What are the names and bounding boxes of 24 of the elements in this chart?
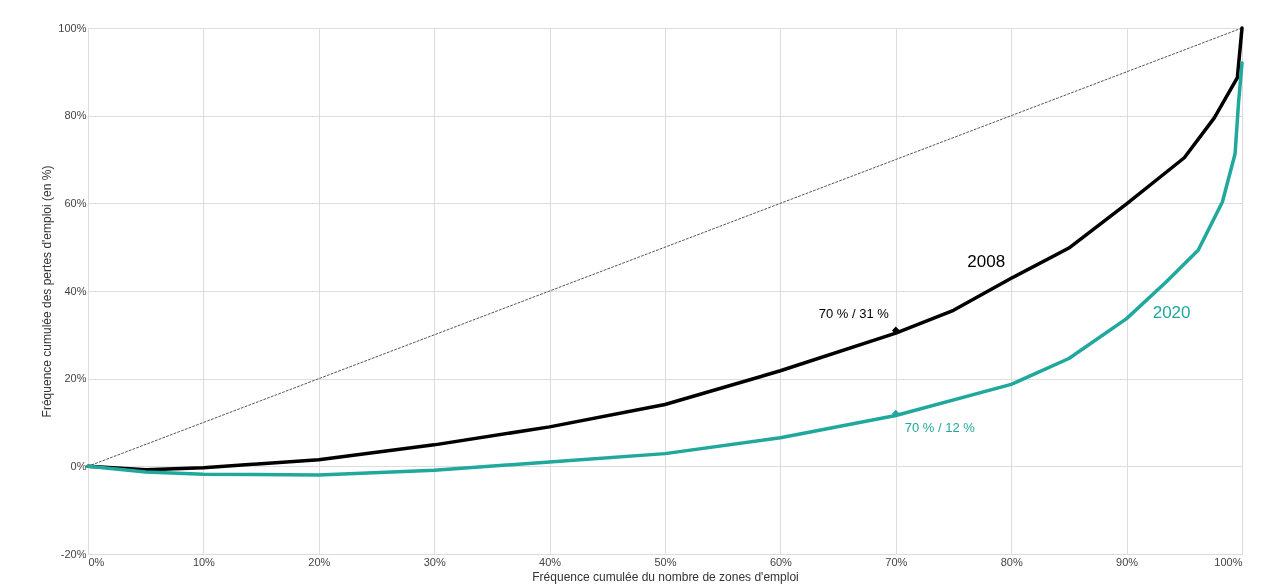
x-tick-label: 60% (769, 555, 793, 568)
y-tick-label: 60% (64, 196, 87, 209)
x-tick-label: 0% (88, 555, 105, 568)
x-tick-label: 20% (308, 555, 331, 568)
y-axis-title: Fréquence cumulée des pertes d'emploi (en %) (40, 165, 55, 418)
y-tick-label: 0% (70, 459, 87, 472)
y-tick-label: 80% (64, 109, 87, 122)
series-label: 2020 (1152, 302, 1191, 322)
x-axis-title: Fréquence cumulée du nombre de zones d'emploi (532, 569, 799, 584)
x-tick-label: 10% (192, 555, 216, 568)
y-tick-label: 100% (58, 21, 87, 34)
annotation: 70 % / 31 % (818, 306, 890, 322)
y-tick-label: -20% (60, 547, 87, 560)
x-tick-label: 40% (539, 555, 562, 568)
annotation: 70 % / 12 % (904, 419, 976, 435)
x-tick-label: 90% (1116, 555, 1139, 568)
x-tick-label: 80% (1000, 555, 1023, 568)
x-tick-label: 30% (423, 555, 446, 568)
x-tick-label: 70% (885, 555, 908, 568)
y-tick-label: 20% (64, 372, 87, 385)
x-tick-label: 50% (654, 555, 677, 568)
series-label: 2008 (967, 252, 1006, 272)
x-tick-label: 100% (1214, 555, 1243, 568)
y-tick-label: 40% (64, 284, 87, 297)
